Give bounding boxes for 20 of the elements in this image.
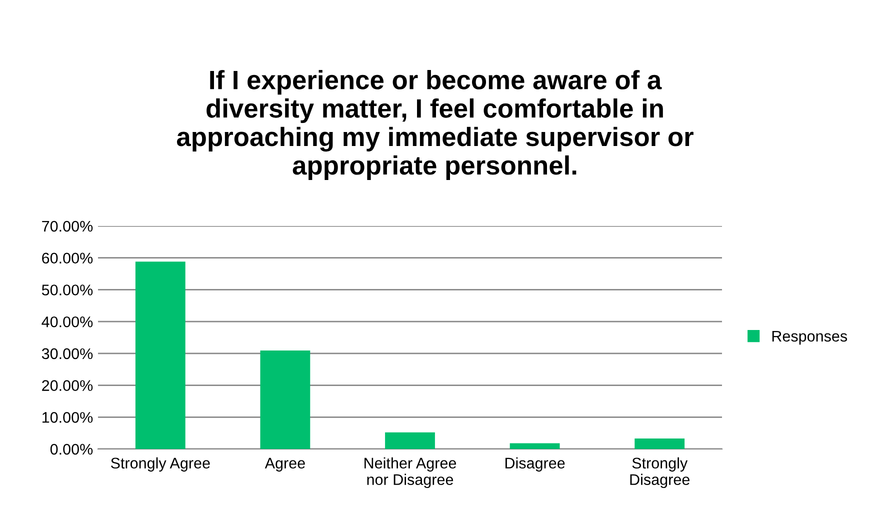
x-tick-label: Disagree bbox=[505, 457, 565, 472]
bar bbox=[385, 432, 435, 449]
bar bbox=[510, 443, 560, 449]
y-tick-label: 70.00% bbox=[42, 220, 93, 232]
y-tick-label: 60.00% bbox=[42, 252, 93, 264]
y-tick-label: 20.00% bbox=[42, 380, 93, 391]
x-tick-label: Strongly Disagree bbox=[630, 457, 690, 488]
y-tick-label: 0.00% bbox=[50, 444, 93, 455]
y-tick-label: 30.00% bbox=[42, 348, 93, 360]
x-tick-label: Agree bbox=[264, 458, 305, 472]
legend-label: Responses bbox=[772, 330, 848, 345]
y-tick-label: 40.00% bbox=[42, 316, 93, 328]
x-tick-label: Strongly Agree bbox=[110, 457, 210, 472]
chart-title: If I experience or become aware of a diversity matter, I feel comfortable in approaching my immediate supervisor or appropriate personnel. bbox=[176, 70, 694, 180]
bar bbox=[260, 350, 310, 449]
bar bbox=[135, 262, 186, 449]
y-tick-label: 50.00% bbox=[42, 284, 93, 296]
bar bbox=[634, 438, 685, 449]
y-tick-label: 10.00% bbox=[42, 412, 93, 423]
x-tick-label: Neither Agree nor Disagree bbox=[364, 457, 456, 488]
